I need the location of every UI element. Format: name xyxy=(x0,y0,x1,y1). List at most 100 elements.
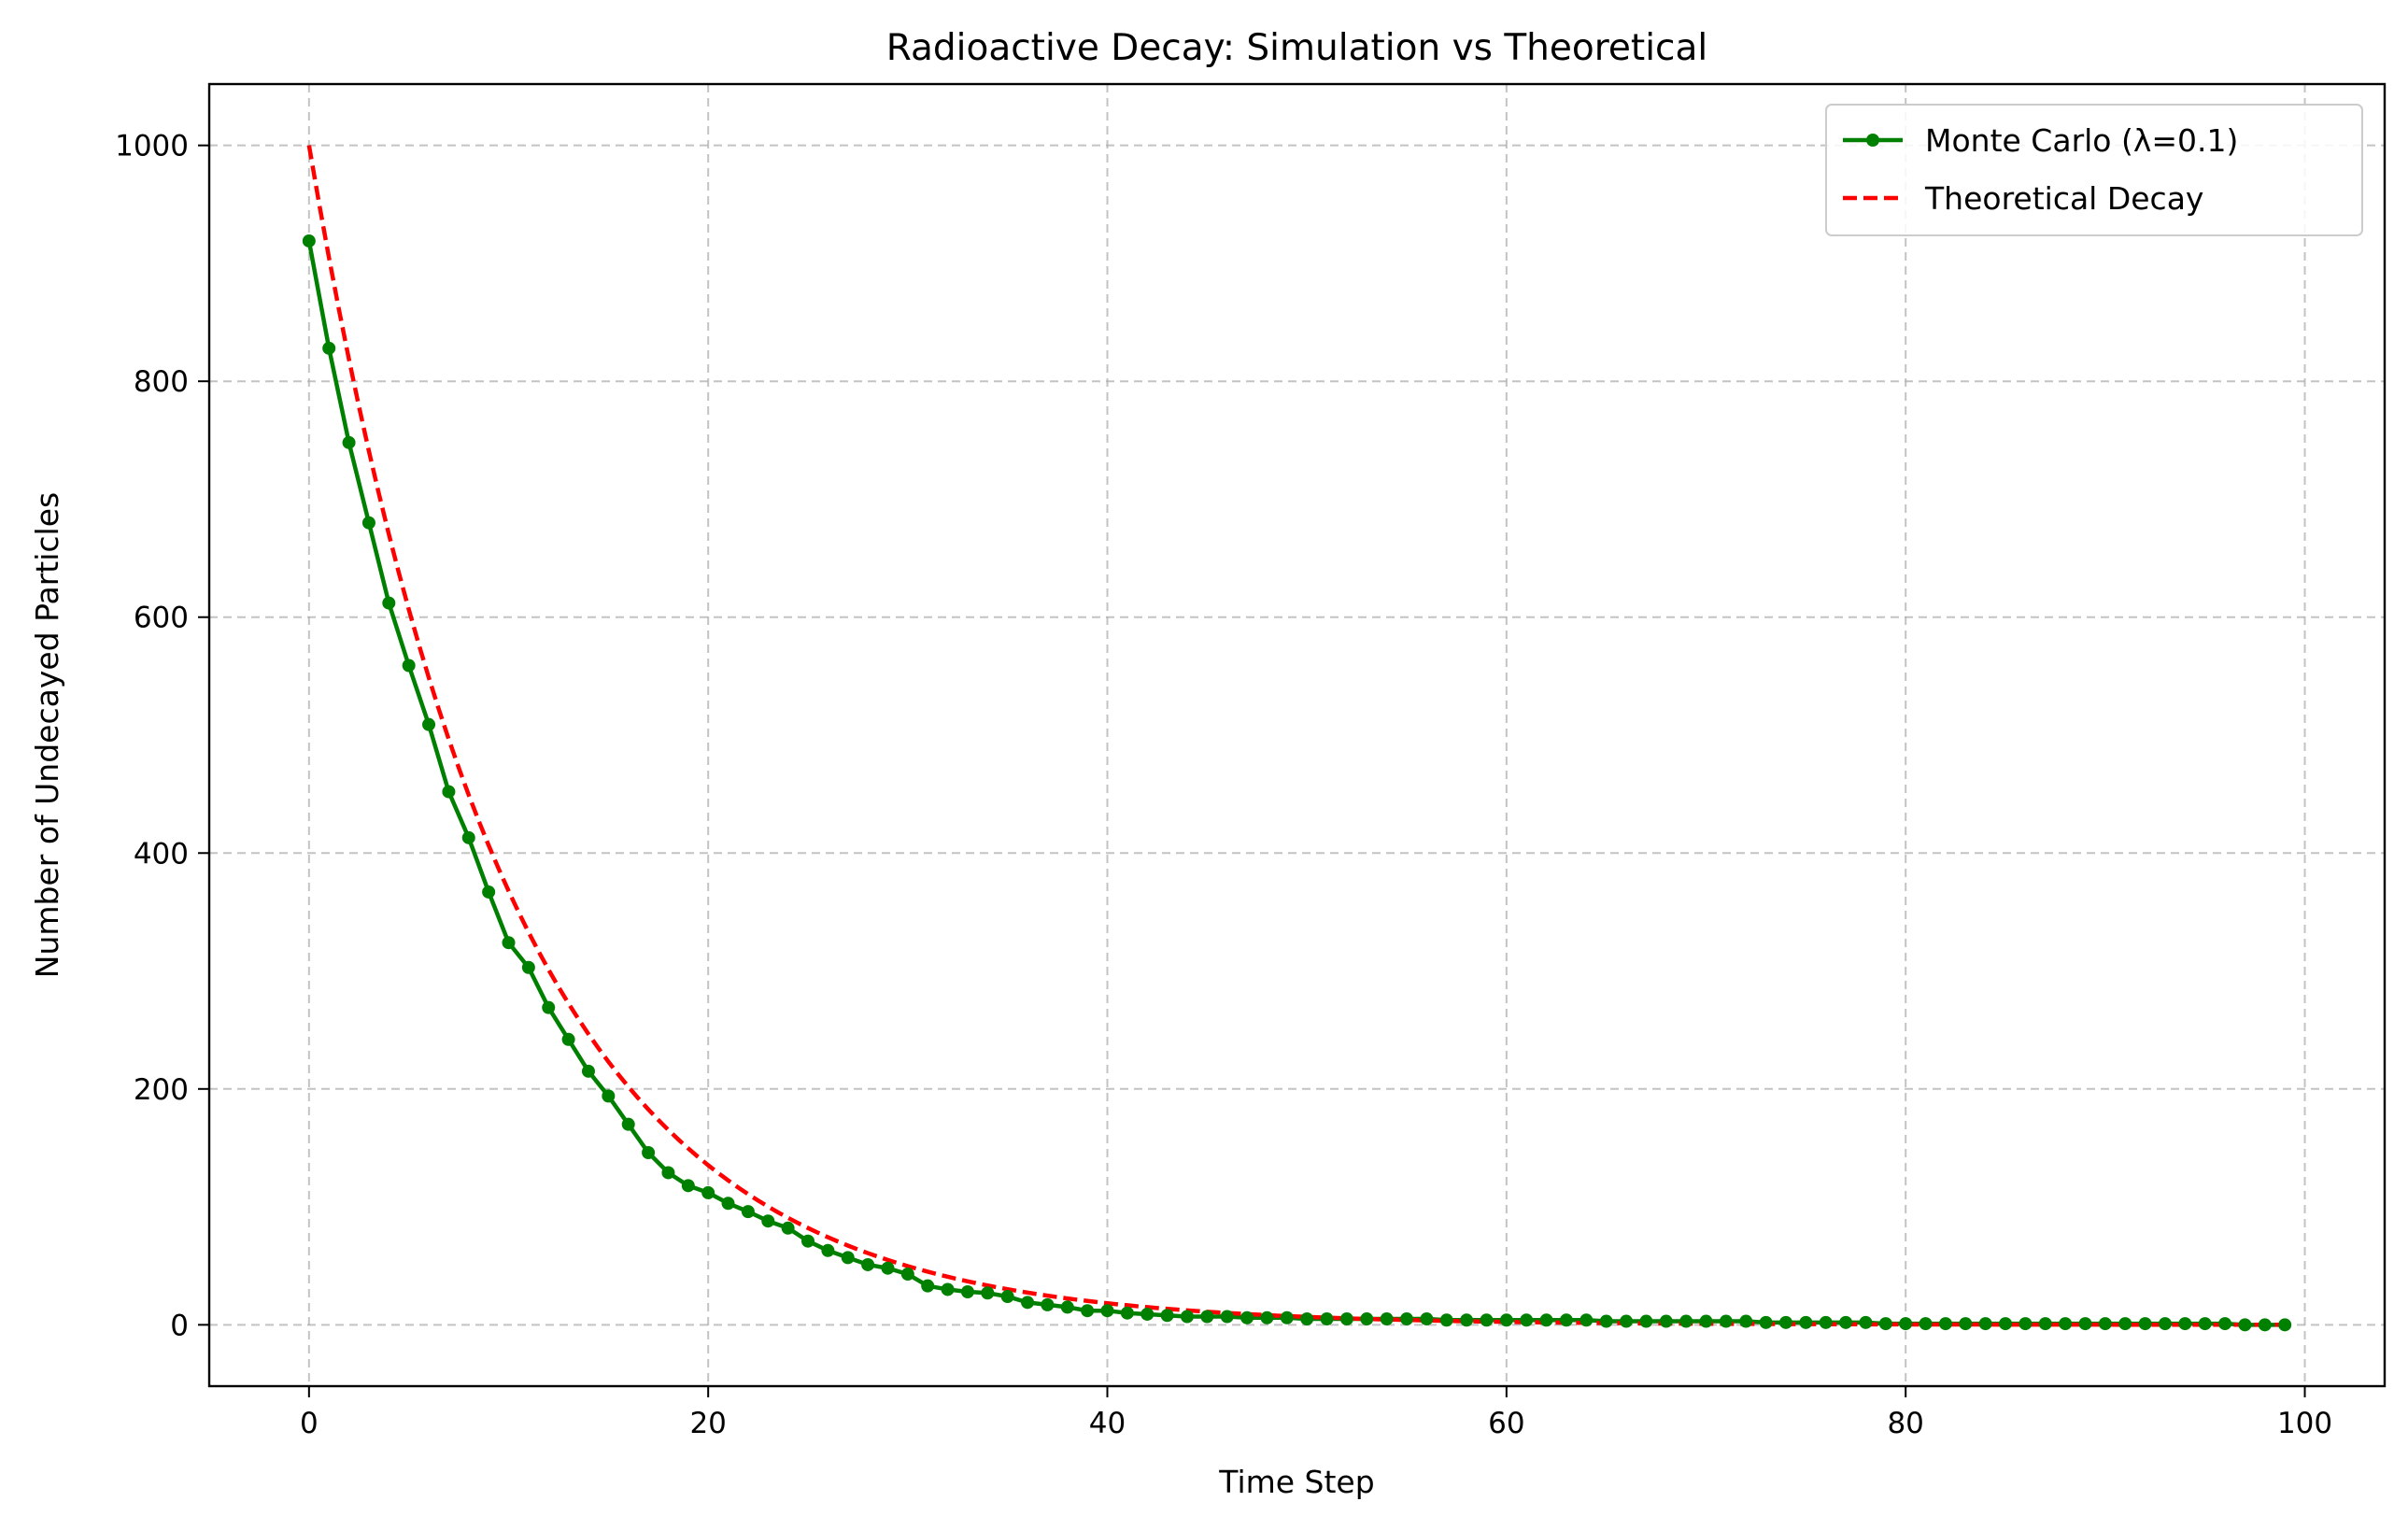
monte-carlo-point xyxy=(1420,1312,1434,1326)
monte-carlo-point xyxy=(1739,1314,1753,1328)
monte-carlo-point xyxy=(1719,1314,1733,1328)
monte-carlo-point xyxy=(2238,1318,2252,1332)
monte-carlo-point xyxy=(761,1214,775,1228)
monte-carlo-point xyxy=(1520,1313,1534,1327)
monte-carlo-point xyxy=(1260,1310,1274,1325)
monte-carlo-point xyxy=(1659,1314,1673,1328)
x-tick-label: 60 xyxy=(1488,1407,1524,1440)
monte-carlo-point xyxy=(1120,1306,1134,1320)
monte-carlo-point xyxy=(900,1268,914,1282)
monte-carlo-point xyxy=(681,1179,695,1193)
monte-carlo-point xyxy=(2278,1318,2292,1332)
monte-carlo-point xyxy=(1899,1317,1913,1331)
monte-carlo-point xyxy=(1799,1315,1813,1329)
monte-carlo-point xyxy=(1639,1314,1653,1328)
monte-carlo-point xyxy=(1819,1315,1833,1329)
monte-carlo-point xyxy=(2178,1317,2192,1331)
monte-carlo-point xyxy=(1220,1310,1234,1324)
chart-title: Radioactive Decay: Simulation vs Theoret… xyxy=(886,27,1707,69)
monte-carlo-point xyxy=(502,936,516,950)
monte-carlo-point xyxy=(1839,1315,1853,1329)
monte-carlo-point xyxy=(981,1286,995,1300)
monte-carlo-point xyxy=(1460,1313,1474,1327)
x-tick-label: 20 xyxy=(689,1407,726,1440)
monte-carlo-point xyxy=(1060,1300,1074,1314)
legend-theoretical-label: Theoretical Decay xyxy=(1924,180,2203,217)
monte-carlo-point xyxy=(1480,1313,1494,1327)
monte-carlo-point xyxy=(821,1243,835,1257)
monte-carlo-point xyxy=(1360,1312,1374,1326)
monte-carlo-point xyxy=(960,1284,974,1298)
monte-carlo-point xyxy=(2158,1317,2172,1331)
monte-carlo-point xyxy=(1000,1290,1014,1304)
series-layer xyxy=(302,145,2292,1332)
legend-monte-carlo-marker xyxy=(1866,134,1879,147)
monte-carlo-point xyxy=(1041,1297,1055,1311)
y-tick-label: 800 xyxy=(134,365,189,399)
monte-carlo-point xyxy=(841,1251,855,1265)
monte-carlo-point xyxy=(921,1279,935,1293)
monte-carlo-point xyxy=(1699,1314,1713,1328)
plot-frame xyxy=(207,82,2387,1388)
monte-carlo-point xyxy=(561,1032,575,1046)
monte-carlo-point xyxy=(322,341,336,355)
x-tick-label: 80 xyxy=(1887,1407,1923,1440)
monte-carlo-point xyxy=(1859,1315,1873,1329)
monte-carlo-point xyxy=(642,1145,656,1159)
monte-carlo-point xyxy=(1100,1304,1114,1318)
x-tick-label: 100 xyxy=(2277,1407,2332,1440)
monte-carlo-point xyxy=(2218,1317,2232,1331)
monte-carlo-point xyxy=(442,785,456,799)
series-group xyxy=(302,145,2292,1332)
monte-carlo-point xyxy=(482,885,496,899)
monte-carlo-point xyxy=(781,1221,795,1235)
monte-carlo-point xyxy=(1938,1317,1952,1331)
y-tick-label: 600 xyxy=(134,602,189,635)
monte-carlo-point xyxy=(1679,1314,1693,1328)
monte-carlo-point xyxy=(602,1089,616,1103)
legend: Monte Carlo (λ=0.1) Theoretical Decay xyxy=(1825,104,2363,236)
monte-carlo-point xyxy=(941,1282,955,1296)
monte-carlo-point xyxy=(1021,1296,1035,1310)
monte-carlo-point xyxy=(741,1205,755,1219)
monte-carlo-point xyxy=(1320,1312,1334,1326)
monte-carlo-point xyxy=(422,717,436,731)
y-tick-label: 200 xyxy=(134,1073,189,1107)
monte-carlo-point xyxy=(542,1000,556,1014)
monte-carlo-point xyxy=(801,1234,815,1248)
monte-carlo-point xyxy=(1280,1310,1294,1325)
monte-carlo-point xyxy=(861,1257,875,1271)
monte-carlo-point xyxy=(1499,1313,1513,1327)
monte-carlo-point xyxy=(382,596,396,610)
monte-carlo-point xyxy=(1599,1314,1613,1328)
monte-carlo-point xyxy=(1878,1317,1892,1331)
monte-carlo-point xyxy=(2198,1317,2212,1331)
monte-carlo-point xyxy=(1380,1312,1394,1326)
monte-carlo-point xyxy=(1200,1310,1214,1324)
monte-carlo-point xyxy=(1300,1312,1314,1326)
monte-carlo-point xyxy=(661,1166,675,1180)
monte-carlo-point xyxy=(621,1117,635,1131)
series-theoretical-line xyxy=(306,145,2286,1327)
monte-carlo-point xyxy=(881,1261,895,1275)
monte-carlo-point xyxy=(2138,1317,2152,1331)
monte-carlo-point xyxy=(302,234,316,248)
monte-carlo-point xyxy=(581,1064,595,1078)
monte-carlo-point xyxy=(1439,1313,1453,1327)
monte-carlo-point xyxy=(1559,1313,1573,1327)
monte-carlo-point xyxy=(1579,1313,1594,1327)
monte-carlo-point xyxy=(721,1197,735,1211)
monte-carlo-point xyxy=(1978,1317,1992,1331)
monte-carlo-point xyxy=(461,830,475,844)
monte-carlo-point xyxy=(2258,1318,2272,1332)
monte-carlo-point xyxy=(342,435,356,449)
monte-carlo-point xyxy=(1759,1315,1773,1329)
x-tick-label: 0 xyxy=(300,1407,319,1440)
monte-carlo-point xyxy=(1778,1315,1792,1329)
monte-carlo-point xyxy=(701,1185,715,1199)
monte-carlo-point xyxy=(1620,1314,1634,1328)
monte-carlo-point xyxy=(402,659,416,673)
